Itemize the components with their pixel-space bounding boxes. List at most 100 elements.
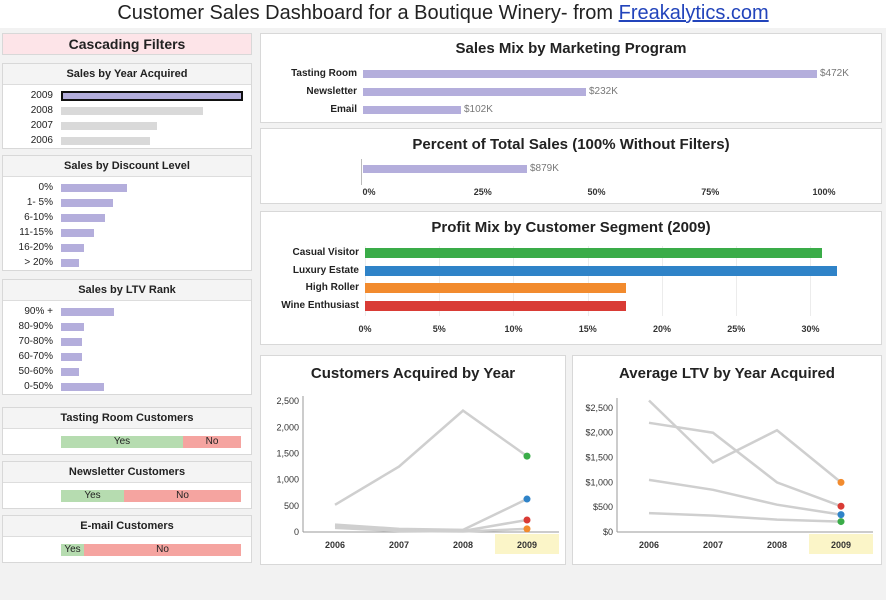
ltv-filter-bar[interactable] — [61, 353, 82, 361]
ltv-filter-label: 80-90% — [18, 321, 53, 332]
percent-total-bar[interactable] — [363, 165, 527, 173]
ltv-series-line — [648, 511, 842, 523]
year-filter-bar[interactable] — [61, 91, 243, 101]
newsletter-toggle[interactable]: Yes No — [61, 490, 241, 502]
email-filter-title: E-mail Customers — [3, 516, 251, 537]
tasting-filter-panel: Tasting Room Customers Yes No — [2, 407, 252, 455]
year-filter-label: 2008 — [30, 105, 53, 116]
discount-filter-bar[interactable] — [61, 259, 79, 267]
ltv-series-point — [837, 502, 845, 510]
ltv-y-tick: $1,000 — [585, 477, 613, 487]
ltv-series-line — [648, 478, 842, 516]
profit-tick: 0% — [358, 324, 372, 334]
profit-tick: 5% — [432, 324, 446, 334]
profit-mix-panel: Profit Mix by Customer Segment (2009) 0%… — [260, 211, 882, 345]
sales-mix-value: $102K — [464, 104, 493, 115]
customers-highlight — [495, 534, 559, 554]
customers-acquired-panel: Customers Acquired by Year 2,500 2,000 1,5… — [260, 355, 566, 565]
profit-tick: 10% — [504, 324, 523, 334]
ltv-filter-bar[interactable] — [61, 383, 104, 391]
tasting-toggle[interactable]: Yes No — [61, 436, 241, 448]
ltv-filter-bar[interactable] — [61, 338, 82, 346]
ltv-y-tick: $1,500 — [585, 453, 613, 463]
ltv-filter-bar[interactable] — [61, 368, 79, 376]
sales-mix-value: $232K — [589, 86, 618, 97]
discount-filter-label: 16-20% — [18, 242, 53, 253]
profit-bar[interactable] — [365, 248, 822, 258]
profit-gridline — [810, 246, 812, 316]
discount-filter-label: 0% — [38, 182, 53, 193]
ltv-filter-bar[interactable] — [61, 323, 84, 331]
discount-filter-bar[interactable] — [61, 244, 84, 252]
no-option[interactable]: No — [84, 544, 241, 556]
tasting-filter-title: Tasting Room Customers — [3, 408, 251, 429]
profit-gridline — [736, 246, 738, 316]
customers-x-tick: 2007 — [389, 540, 409, 550]
discount-filter-bar[interactable] — [61, 214, 105, 222]
ltv-x-tick: 2008 — [767, 540, 787, 550]
average-ltv-chart: $2,500 $2,000 $1,500 $1,000 $500 $0 2006 2007 20… — [585, 398, 873, 554]
email-filter-panel: E-mail Customers Yes No — [2, 515, 252, 563]
sales-mix-bar[interactable] — [363, 70, 817, 78]
ltv-filter-bar[interactable] — [61, 308, 114, 316]
ltv-y-tick: $500 — [593, 502, 613, 512]
ltv-filter-label: 70-80% — [18, 336, 53, 347]
average-ltv-title: Average LTV by Year Acquired — [619, 365, 835, 382]
newsletter-filter-panel: Newsletter Customers Yes No — [2, 461, 252, 509]
email-toggle[interactable]: Yes No — [61, 544, 241, 556]
year-filter-label: 2006 — [30, 135, 53, 146]
ltv-series-line — [648, 399, 842, 484]
ltv-x-tick: 2007 — [703, 540, 723, 550]
no-option[interactable]: No — [124, 490, 241, 502]
discount-filter-bar[interactable] — [61, 199, 113, 207]
dashboard-title: Customer Sales Dashboard for a Boutique … — [0, 0, 886, 28]
customers-series-point — [523, 495, 531, 503]
customers-y-tick: 1,500 — [276, 449, 299, 459]
profit-gridline — [661, 246, 663, 316]
sales-mix-panel: Sales Mix by Marketing Program Tasting R… — [260, 33, 882, 123]
profit-mix-title: Profit Mix by Customer Segment (2009) — [431, 219, 711, 236]
freakalytics-link[interactable]: Freakalytics.com — [618, 2, 769, 24]
no-option[interactable]: No — [183, 436, 241, 448]
profit-bar[interactable] — [365, 265, 837, 276]
customers-series-line — [334, 526, 528, 533]
year-filter-bar[interactable] — [61, 122, 157, 130]
profit-category: High Roller — [305, 282, 359, 293]
profit-gridline — [365, 246, 366, 316]
year-filter-bar[interactable] — [61, 137, 150, 145]
discount-filter-label: 1- 5% — [26, 197, 53, 208]
year-filter-panel: Sales by Year Acquired 2009 2008 2007 2006 — [2, 63, 252, 149]
customers-y-tick: 2,000 — [276, 422, 299, 432]
percent-tick: 50% — [587, 187, 606, 197]
discount-filter-label: > 20% — [24, 257, 53, 268]
customers-x-tick: 2006 — [325, 540, 345, 550]
yes-option[interactable]: Yes — [61, 544, 84, 556]
discount-filter-bar[interactable] — [61, 184, 127, 192]
customers-y-tick: 500 — [284, 501, 299, 511]
profit-gridline — [439, 246, 441, 316]
profit-tick: 15% — [578, 324, 597, 334]
discount-filter-panel: Sales by Discount Level 0% 1- 5% 6-10% 11-1… — [2, 155, 252, 271]
title-text: Customer Sales Dashboard for a Boutique … — [117, 2, 614, 24]
ltv-filter-label: 0-50% — [24, 381, 53, 392]
year-filter-bar[interactable] — [61, 107, 203, 115]
profit-bar[interactable] — [365, 283, 626, 293]
ltv-y-tick: $2,500 — [585, 403, 613, 413]
sales-mix-category: Newsletter — [306, 86, 357, 97]
profit-bar[interactable] — [365, 300, 626, 311]
discount-filter-title: Sales by Discount Level — [3, 156, 251, 177]
percent-total-value: $879K — [530, 163, 559, 174]
profit-gridline — [513, 246, 515, 316]
filters-header: Cascading Filters — [2, 33, 252, 55]
percent-tick: 100% — [812, 187, 836, 197]
yes-option[interactable]: Yes — [61, 436, 183, 448]
sales-mix-bar[interactable] — [363, 106, 461, 114]
ltv-y-tick: $0 — [603, 527, 613, 537]
percent-tick: 0% — [362, 187, 376, 197]
ltv-y-tick: $2,000 — [585, 428, 613, 438]
ltv-filter-label: 50-60% — [18, 366, 53, 377]
yes-option[interactable]: Yes — [61, 490, 124, 502]
customers-series-point — [523, 516, 531, 524]
sales-mix-bar[interactable] — [363, 88, 586, 96]
discount-filter-bar[interactable] — [61, 229, 94, 237]
